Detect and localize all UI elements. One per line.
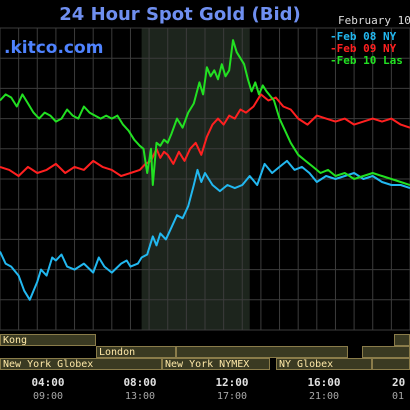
date-label: February 10 — [338, 14, 410, 27]
session-next-upper — [362, 346, 410, 358]
session-ny-globex: NY Globex — [276, 358, 372, 370]
legend-entry-feb10: -Feb 10 Las — [330, 54, 403, 67]
session-new-york-globex: New York Globex — [0, 358, 162, 370]
legend-label: Feb 09 NY — [336, 42, 397, 55]
x-tick-top: 08:00 — [123, 376, 157, 389]
session-next-top — [394, 334, 410, 346]
x-tick-top: 12:00 — [215, 376, 249, 389]
session-new-york-globex-2 — [176, 346, 348, 358]
x-tick-top: 04:00 — [31, 376, 65, 389]
legend-dash: - — [330, 54, 337, 67]
x-tick-bottom: 13:00 — [124, 391, 156, 402]
session-new-york-nymex: New York NYMEX — [162, 358, 270, 370]
legend-dash: - — [330, 30, 337, 43]
brand-link[interactable]: .kitco.com — [4, 38, 104, 58]
x-tick-top: 20 — [392, 376, 406, 389]
series-line-3 — [0, 39, 410, 186]
series-lines — [0, 39, 410, 301]
x-tick-bottom: 17:00 — [216, 391, 248, 402]
x-tick-top: 16:00 — [307, 376, 341, 389]
legend-entry-feb08: -Feb 08 NY — [330, 30, 396, 43]
series-line-2 — [0, 93, 410, 177]
grid — [0, 27, 410, 331]
x-tick-bottom: 21:00 — [308, 391, 340, 402]
session-next-start — [372, 358, 410, 370]
session-hong-kong: Kong — [0, 334, 96, 346]
chart-title: 24 Hour Spot Gold (Bid) — [59, 4, 301, 25]
legend-dash: - — [330, 42, 337, 55]
legend-label: Feb 08 NY — [336, 30, 397, 43]
x-tick-bottom: 01 — [392, 391, 405, 402]
x-tick-bottom: 09:00 — [32, 391, 64, 402]
legend-entry-feb09: -Feb 09 NY — [330, 42, 396, 55]
legend-label: Feb 10 Las — [336, 54, 403, 67]
series-line-1 — [0, 159, 410, 301]
session-london: London — [96, 346, 176, 358]
